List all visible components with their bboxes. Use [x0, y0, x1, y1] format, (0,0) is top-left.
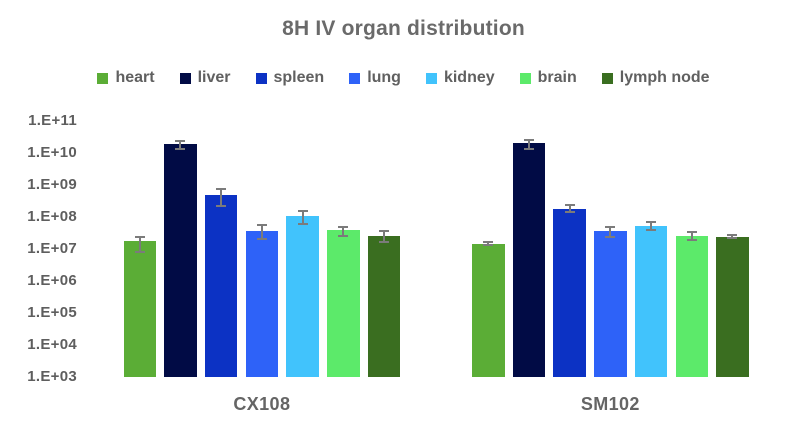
error-bar-brain-sm102	[690, 231, 693, 241]
bar-spleen-sm102	[553, 208, 586, 378]
legend-swatch-brain	[519, 72, 531, 84]
legend-item-brain: brain	[519, 69, 577, 87]
y-tick-label: 1.E+11	[28, 112, 77, 129]
error-cap-lower	[483, 243, 494, 246]
error-cap-upper	[483, 240, 494, 243]
legend-label: kidney	[443, 69, 495, 86]
error-bar-spleen-sm102	[568, 204, 571, 213]
y-tick-label: 1.E+05	[27, 304, 77, 321]
error-cap-lower	[564, 210, 575, 213]
legend-label: brain	[537, 69, 577, 86]
legend-swatch-heart	[97, 72, 109, 84]
error-cap-lower	[646, 228, 657, 231]
legend-item-lung: lung	[349, 69, 401, 87]
legend-item-spleen: spleen	[255, 69, 325, 87]
error-cap-lower	[256, 237, 267, 240]
error-cap-lower	[297, 222, 308, 225]
legend-label: heart	[115, 69, 155, 86]
x-group-label-cx108: CX108	[233, 394, 291, 414]
bar-brain-sm102	[675, 235, 708, 378]
bar-heart-cx108	[123, 241, 156, 378]
bar-brain-cx108	[327, 229, 360, 378]
legend-item-lymph-node: lymph node	[601, 69, 710, 87]
error-bar-lymph-node-cx108	[382, 229, 385, 243]
legend-swatch-lung	[349, 72, 361, 84]
bar-liver-cx108	[164, 143, 197, 378]
legend-label: spleen	[273, 69, 325, 86]
error-bar-brain-cx108	[342, 225, 345, 238]
error-cap-upper	[686, 231, 697, 234]
error-bar-lymph-node-sm102	[731, 234, 734, 240]
y-tick-label: 1.E+06	[27, 272, 77, 289]
error-bar-liver-cx108	[179, 140, 182, 150]
error-cap-upper	[338, 225, 349, 228]
error-cap-lower	[216, 204, 227, 207]
bar-liver-sm102	[512, 143, 546, 378]
legend-swatch-liver	[179, 72, 191, 84]
error-bar-heart-cx108	[138, 235, 141, 253]
bar-kidney-cx108	[286, 216, 319, 378]
error-cap-lower	[605, 235, 616, 238]
error-cap-upper	[564, 204, 575, 207]
error-bar-heart-sm102	[487, 240, 490, 246]
y-tick-label: 1.E+07	[27, 240, 77, 257]
error-cap-upper	[297, 210, 308, 213]
error-cap-lower	[727, 237, 738, 240]
x-group-label-sm102: SM102	[580, 394, 640, 414]
y-tick-label: 1.E+03	[27, 368, 77, 385]
bar-lung-sm102	[594, 231, 627, 378]
error-cap-upper	[134, 235, 145, 238]
error-cap-lower	[378, 240, 389, 243]
legend-label: lung	[367, 69, 401, 86]
bar-lymph-node-cx108	[367, 235, 401, 378]
y-tick-label: 1.E+04	[27, 336, 77, 353]
legend-swatch-spleen	[255, 72, 267, 84]
legend-item-liver: liver	[179, 69, 231, 87]
error-bar-liver-sm102	[527, 138, 530, 150]
error-cap-lower	[523, 147, 534, 150]
bar-spleen-cx108	[204, 195, 238, 378]
error-cap-lower	[686, 238, 697, 241]
y-tick-label: 1.E+08	[27, 208, 77, 225]
error-cap-upper	[646, 220, 657, 223]
y-tick-label: 1.E+09	[27, 176, 77, 193]
error-cap-upper	[523, 138, 534, 141]
error-bar-kidney-sm102	[650, 220, 653, 231]
bar-heart-sm102	[472, 243, 505, 378]
error-bar-lung-cx108	[260, 224, 263, 240]
error-cap-lower	[134, 250, 145, 253]
legend-label: lymph node	[619, 69, 710, 86]
chart-legend: heart liver spleen lung kidney brain lymph nod…	[0, 69, 807, 87]
legend-label: liver	[197, 69, 231, 86]
error-cap-lower	[338, 235, 349, 238]
legend-item-heart: heart	[97, 69, 155, 87]
error-cap-upper	[378, 229, 389, 232]
chart-title: 8H IV organ distribution	[282, 17, 525, 40]
error-cap-upper	[256, 224, 267, 227]
bar-kidney-sm102	[634, 225, 668, 378]
bar-lung-cx108	[245, 230, 279, 378]
y-tick-label: 1.E+10	[27, 144, 77, 161]
legend-swatch-kidney	[425, 72, 437, 84]
error-cap-upper	[605, 225, 616, 228]
error-cap-upper	[727, 234, 738, 237]
error-cap-upper	[175, 140, 186, 143]
error-cap-upper	[216, 188, 227, 191]
legend-item-kidney: kidney	[425, 69, 495, 87]
legend-swatch-lymph-node	[601, 72, 613, 84]
error-bar-lung-sm102	[609, 225, 612, 238]
error-bar-spleen-cx108	[220, 188, 223, 207]
error-cap-lower	[175, 147, 186, 150]
bar-lymph-node-sm102	[716, 236, 749, 378]
error-bar-kidney-cx108	[301, 210, 304, 225]
